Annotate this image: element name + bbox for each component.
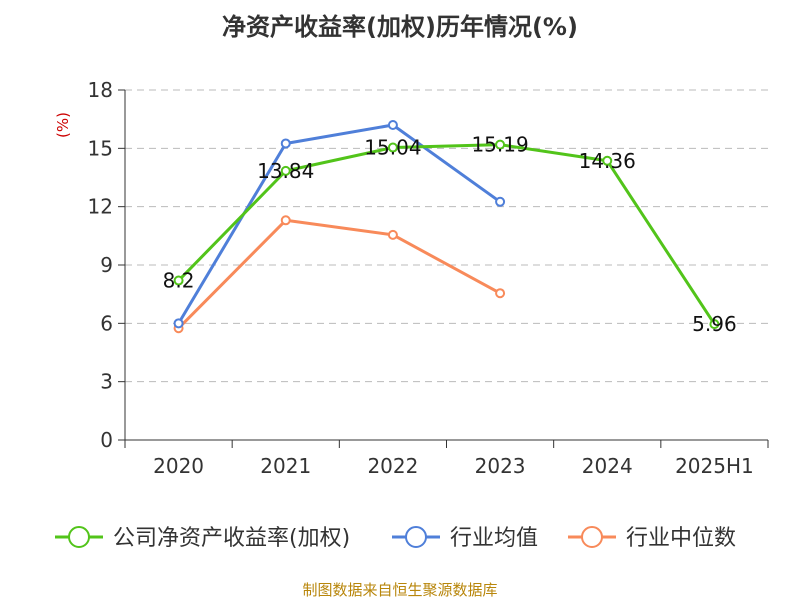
- data-label: 13.84: [257, 159, 314, 183]
- data-label: 5.96: [692, 312, 737, 336]
- data-point: [387, 229, 398, 240]
- data-point: [173, 318, 184, 329]
- axes: 0 3 6 9 12 15 18 2020 2021 2022 2023 2024 2025H1: [88, 78, 769, 478]
- data-point: [709, 319, 720, 330]
- y-tick-label: 9: [100, 253, 113, 277]
- data-label: 15.19: [471, 133, 528, 157]
- series-group: [173, 120, 720, 334]
- y-tick-label: 6: [100, 311, 113, 335]
- data-label: 14.36: [579, 149, 636, 173]
- x-tick-label: 2022: [367, 454, 418, 478]
- legend-label: 行业均值: [450, 526, 538, 551]
- data-point: [173, 275, 184, 286]
- x-tick-label: 2025H1: [675, 454, 754, 478]
- legend-label: 行业中位数: [626, 526, 736, 551]
- y-tick-label: 18: [88, 78, 113, 102]
- data-point: [495, 139, 506, 150]
- data-point: [387, 120, 398, 130]
- y-tick-label: 12: [88, 195, 113, 219]
- data-point: [280, 165, 291, 176]
- legend-marker: [581, 526, 603, 548]
- x-tick-label: 2021: [260, 454, 311, 478]
- data-label: 15.04: [364, 136, 421, 160]
- y-tick-label: 3: [100, 370, 113, 394]
- y-axis-unit: (%): [54, 112, 72, 138]
- legend-marker: [405, 526, 427, 548]
- data-point: [280, 215, 291, 226]
- x-tick-label: 2023: [475, 454, 526, 478]
- data-point: [602, 155, 613, 166]
- data-point: [495, 196, 506, 207]
- legend-label: 公司净资产收益率(加权): [113, 526, 350, 551]
- data-point: [280, 138, 291, 149]
- x-tick-label: 2020: [153, 454, 204, 478]
- legend: 公司净资产收益率(加权) 行业均值 行业中位数: [55, 526, 736, 551]
- series-line: [177, 123, 501, 325]
- x-tick-label: 2024: [582, 454, 633, 478]
- legend-marker: [68, 526, 90, 548]
- chart-title: 净资产收益率(加权)历年情况(%): [222, 13, 578, 41]
- y-tick-label: 0: [100, 428, 113, 452]
- source-note: 制图数据来自恒生聚源数据库: [302, 581, 497, 599]
- series-line: [177, 143, 716, 325]
- data-point: [495, 288, 506, 299]
- data-point: [387, 142, 398, 153]
- y-tick-label: 15: [88, 136, 113, 160]
- data-labels: 8.2 13.84 15.04 15.19 14.36 5.96: [163, 133, 737, 336]
- series-line: [177, 218, 501, 330]
- data-label: 8.2: [163, 269, 195, 293]
